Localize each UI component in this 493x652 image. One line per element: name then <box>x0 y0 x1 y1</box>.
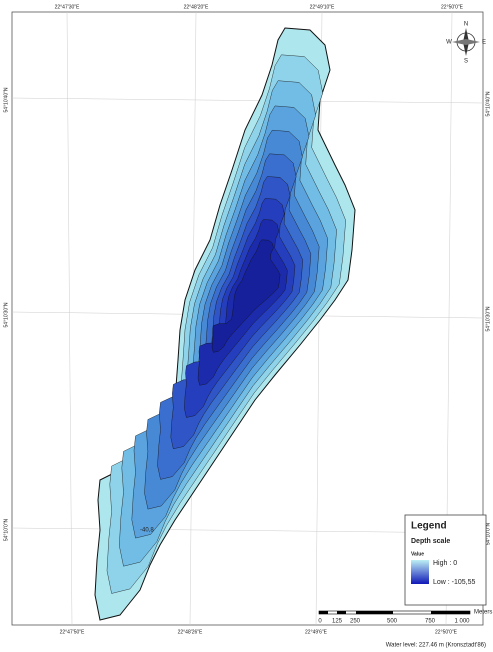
compass-e: E <box>482 40 486 46</box>
top-coordinate: 22°50'0"E <box>441 4 464 10</box>
depth-contour <box>211 239 281 353</box>
legend-low: Low : -105,55 <box>433 579 476 586</box>
compass-w: W <box>446 40 452 46</box>
legend-title: Legend <box>411 521 447 532</box>
legend: Legend Depth scale Value High : 0 Low : … <box>404 514 487 606</box>
scale-bar: Meters <box>318 610 492 616</box>
compass: N S E W <box>446 22 486 65</box>
bottom-coordinate: 22°49'6"E <box>305 629 328 635</box>
legend-subtitle: Depth scale <box>411 538 450 545</box>
scale-unit: Meters <box>474 610 492 616</box>
bottom-coordinate: 22°47'50"E <box>60 629 85 635</box>
top-coordinate: 22°49'10"E <box>310 4 335 10</box>
bottom-coordinate: 22°50'0"E <box>435 629 458 635</box>
scale-label: 750 <box>425 619 436 625</box>
legend-field: Value <box>411 551 424 557</box>
contour-label: -40,8 <box>140 528 154 534</box>
scale-label: 500 <box>387 619 398 625</box>
scale-label: 250 <box>350 619 361 625</box>
top-coordinate: 22°48'20"E <box>184 4 209 10</box>
compass-s: S <box>464 59 468 65</box>
scale-label: 1 000 <box>454 619 470 625</box>
left-coordinate: 54°10'0"N <box>3 518 9 541</box>
footer-note: Water level: 227.46 m (Kronsztadt'86) <box>386 643 486 649</box>
left-coordinate: 54°10'40"N <box>3 87 9 112</box>
top-coordinate: 22°47'30"E <box>55 4 80 10</box>
right-coordinate: 54°10'30"N <box>485 306 491 331</box>
scale-label: 125 <box>332 619 343 625</box>
legend-ramp <box>411 560 429 584</box>
right-coordinate: 54°10'40"N <box>485 91 491 116</box>
bottom-coordinate: 22°48'26"E <box>178 629 203 635</box>
lake-bathymetry <box>94 27 356 621</box>
right-coordinate: 54°10'0"N <box>485 522 491 545</box>
left-coordinate: 54°10'30"N <box>3 302 9 327</box>
labels: 22°47'30"E 22°48'20"E 22°49'10"E 22°50'0"E 2… <box>3 4 491 635</box>
compass-n: N <box>464 22 468 28</box>
scale-label: 0 <box>318 619 322 625</box>
legend-high: High : 0 <box>433 560 457 567</box>
